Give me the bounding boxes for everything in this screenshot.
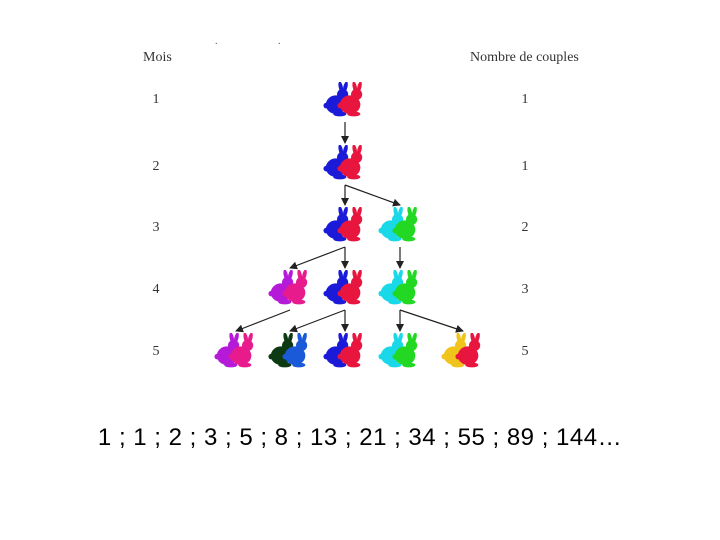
pair-count-label: 3 bbox=[521, 282, 529, 297]
rabbit-pair bbox=[268, 333, 308, 368]
pair-count-label: 2 bbox=[521, 220, 529, 235]
pair-count-label: 1 bbox=[521, 159, 529, 174]
scan-artifact: . bbox=[215, 36, 218, 47]
month-label: 4 bbox=[152, 282, 160, 297]
months-header: Mois bbox=[143, 50, 172, 65]
rabbit-pair bbox=[323, 82, 363, 117]
month-label: 5 bbox=[152, 344, 160, 359]
generation-arrow bbox=[344, 184, 401, 207]
rabbit-pair bbox=[323, 207, 363, 242]
scan-artifact: . bbox=[278, 36, 281, 47]
rabbit-pair bbox=[378, 270, 418, 305]
rabbit-pair bbox=[214, 333, 254, 368]
pair-count-label: 1 bbox=[521, 92, 529, 107]
pairs-header: Nombre de couples bbox=[470, 50, 579, 65]
month-label: 1 bbox=[152, 92, 160, 107]
generation-arrow bbox=[235, 309, 291, 333]
generation-arrow bbox=[289, 309, 346, 333]
rabbit-pair bbox=[323, 270, 363, 305]
rabbit-pair bbox=[378, 207, 418, 242]
fibonacci-sequence: 1 ; 1 ; 2 ; 3 ; 5 ; 8 ; 13 ; 21 ; 34 ; 5… bbox=[97, 424, 623, 451]
rabbit-pair bbox=[441, 333, 481, 368]
generation-arrow bbox=[399, 309, 464, 333]
month-label: 2 bbox=[152, 159, 160, 174]
rabbit-pair bbox=[323, 333, 363, 368]
rabbit-pair bbox=[323, 145, 363, 180]
rabbit-pair bbox=[378, 333, 418, 368]
month-label: 3 bbox=[152, 220, 160, 235]
arrows bbox=[235, 122, 464, 333]
pair-count-label: 5 bbox=[521, 344, 529, 359]
rabbit-pair bbox=[268, 270, 308, 305]
generation-arrow bbox=[289, 246, 346, 270]
